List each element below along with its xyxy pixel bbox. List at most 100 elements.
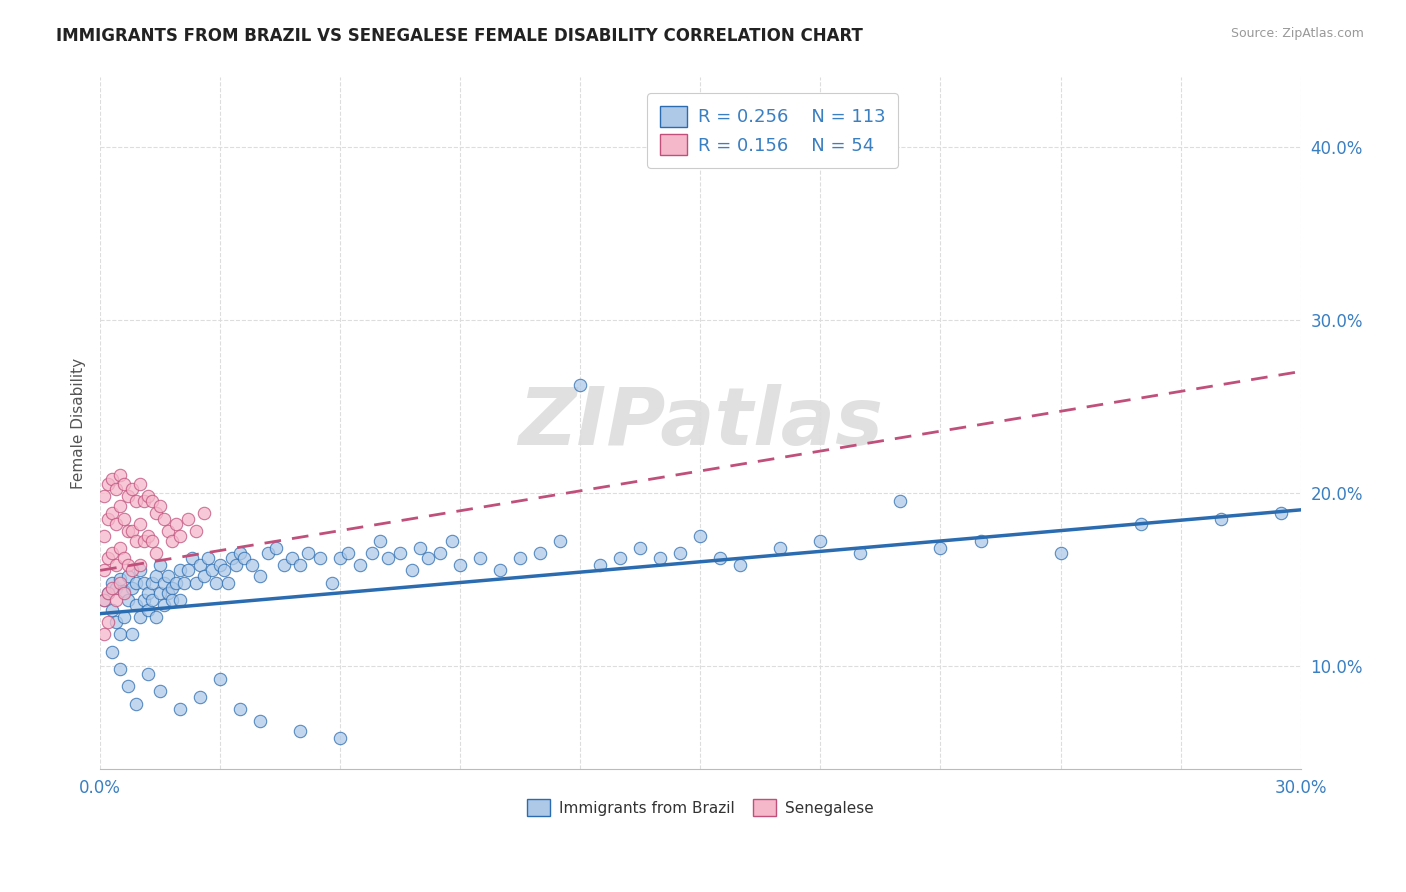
- Point: [136, 586, 159, 600]
- Point: [193, 568, 215, 582]
- Point: [550, 533, 572, 548]
- Point: [441, 533, 464, 548]
- Point: [628, 541, 651, 555]
- Point: [108, 541, 131, 555]
- Point: [249, 714, 271, 728]
- Point: [112, 584, 135, 599]
- Point: [349, 558, 371, 573]
- Text: IMMIGRANTS FROM BRAZIL VS SENEGALESE FEMALE DISABILITY CORRELATION CHART: IMMIGRANTS FROM BRAZIL VS SENEGALESE FEM…: [56, 27, 863, 45]
- Point: [209, 558, 232, 573]
- Point: [849, 546, 872, 560]
- Point: [153, 511, 176, 525]
- Point: [169, 702, 191, 716]
- Point: [188, 690, 211, 704]
- Point: [125, 598, 148, 612]
- Point: [217, 575, 239, 590]
- Point: [117, 524, 139, 538]
- Point: [205, 575, 228, 590]
- Point: [290, 558, 312, 573]
- Point: [125, 533, 148, 548]
- Point: [101, 506, 124, 520]
- Point: [97, 476, 120, 491]
- Point: [197, 551, 219, 566]
- Point: [361, 546, 384, 560]
- Point: [290, 724, 312, 739]
- Point: [509, 551, 531, 566]
- Point: [229, 546, 252, 560]
- Point: [188, 558, 211, 573]
- Point: [129, 558, 152, 573]
- Point: [169, 529, 191, 543]
- Point: [105, 615, 128, 630]
- Point: [225, 558, 247, 573]
- Point: [129, 476, 152, 491]
- Point: [273, 558, 295, 573]
- Point: [264, 541, 287, 555]
- Point: [129, 610, 152, 624]
- Point: [186, 524, 208, 538]
- Point: [929, 541, 952, 555]
- Point: [368, 533, 391, 548]
- Point: [141, 533, 163, 548]
- Point: [101, 575, 124, 590]
- Point: [389, 546, 412, 560]
- Point: [193, 506, 215, 520]
- Point: [117, 679, 139, 693]
- Point: [709, 551, 731, 566]
- Point: [201, 563, 224, 577]
- Point: [145, 546, 167, 560]
- Point: [108, 500, 131, 514]
- Point: [969, 533, 991, 548]
- Point: [93, 529, 115, 543]
- Point: [117, 558, 139, 573]
- Point: [249, 568, 271, 582]
- Point: [889, 494, 911, 508]
- Point: [157, 524, 180, 538]
- Point: [730, 558, 752, 573]
- Point: [145, 610, 167, 624]
- Point: [97, 586, 120, 600]
- Point: [121, 524, 143, 538]
- Point: [121, 563, 143, 577]
- Point: [149, 684, 172, 698]
- Point: [105, 581, 128, 595]
- Point: [165, 575, 187, 590]
- Point: [129, 563, 152, 577]
- Point: [153, 575, 176, 590]
- Point: [105, 482, 128, 496]
- Point: [181, 551, 204, 566]
- Point: [97, 551, 120, 566]
- Point: [209, 673, 232, 687]
- Point: [112, 551, 135, 566]
- Point: [93, 489, 115, 503]
- Point: [229, 702, 252, 716]
- Point: [177, 511, 200, 525]
- Point: [125, 494, 148, 508]
- Point: [169, 592, 191, 607]
- Point: [141, 592, 163, 607]
- Point: [97, 511, 120, 525]
- Point: [609, 551, 631, 566]
- Point: [149, 558, 172, 573]
- Point: [108, 662, 131, 676]
- Point: [769, 541, 792, 555]
- Point: [129, 516, 152, 531]
- Point: [1129, 516, 1152, 531]
- Point: [125, 697, 148, 711]
- Point: [93, 627, 115, 641]
- Point: [401, 563, 423, 577]
- Point: [105, 558, 128, 573]
- Point: [136, 603, 159, 617]
- Point: [309, 551, 332, 566]
- Point: [689, 529, 711, 543]
- Point: [160, 533, 183, 548]
- Point: [136, 667, 159, 681]
- Point: [157, 568, 180, 582]
- Text: ZIPatlas: ZIPatlas: [517, 384, 883, 462]
- Point: [418, 551, 440, 566]
- Point: [377, 551, 399, 566]
- Point: [101, 645, 124, 659]
- Point: [650, 551, 672, 566]
- Point: [121, 482, 143, 496]
- Point: [212, 563, 235, 577]
